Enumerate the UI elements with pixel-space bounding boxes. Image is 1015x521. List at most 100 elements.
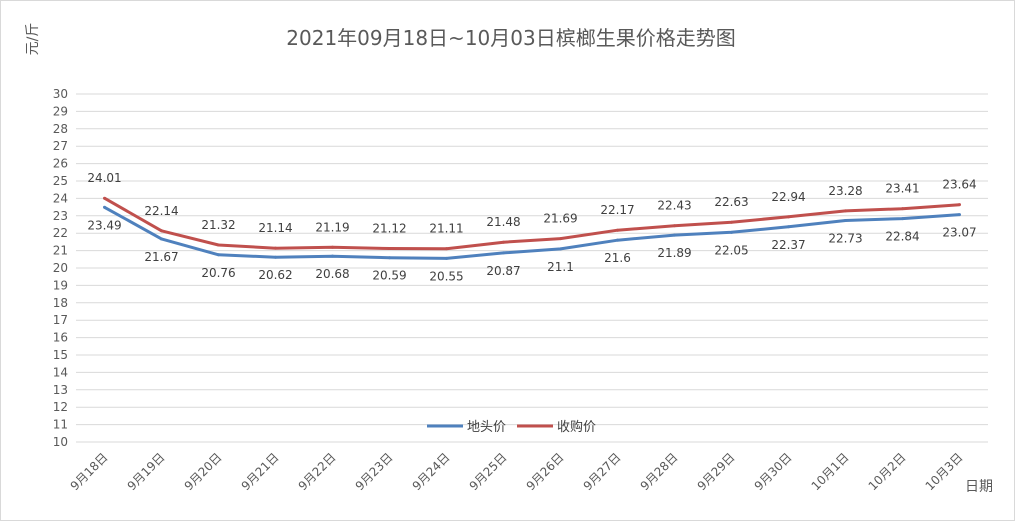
x-tick-label: 9月28日 xyxy=(638,450,681,493)
data-label: 20.59 xyxy=(372,269,406,283)
legend-label: 收购价 xyxy=(557,419,596,435)
data-label: 22.84 xyxy=(885,230,919,244)
x-tick-label: 9月22日 xyxy=(296,450,339,493)
data-point xyxy=(673,233,676,237)
y-tick-label: 25 xyxy=(53,174,68,188)
data-label: 21.89 xyxy=(657,246,691,260)
x-tick-label: 9月29日 xyxy=(695,450,738,493)
data-point xyxy=(559,247,562,251)
data-label: 24.01 xyxy=(87,171,121,185)
data-point xyxy=(958,203,961,207)
y-tick-label: 20 xyxy=(53,261,68,275)
data-label: 22.37 xyxy=(771,238,805,252)
x-tick-label: 10月2日 xyxy=(866,450,909,493)
data-point xyxy=(160,237,163,241)
data-point xyxy=(445,247,448,251)
data-label: 21.12 xyxy=(372,222,406,236)
y-tick-label: 21 xyxy=(53,244,68,258)
data-labels: 23.49 21.67 20.76 20.62 20.68 20.59 20.55 20.87… xyxy=(87,171,976,283)
data-point xyxy=(901,217,904,221)
data-label: 22.63 xyxy=(714,195,748,209)
gridlines xyxy=(76,93,988,443)
y-tick-label: 14 xyxy=(53,365,68,379)
data-point xyxy=(388,256,391,260)
x-tick-label: 9月24日 xyxy=(410,450,453,493)
data-point xyxy=(901,207,904,211)
data-point xyxy=(103,196,106,200)
data-label: 21.19 xyxy=(315,220,349,234)
data-point xyxy=(559,237,562,241)
data-point xyxy=(217,253,220,257)
y-tick-label: 24 xyxy=(53,191,68,205)
chart-title: 2021年09月18日~10月03日槟榔生果价格走势图 xyxy=(286,26,735,50)
y-tick-label: 12 xyxy=(53,400,68,414)
x-tick-label: 9月25日 xyxy=(467,450,510,493)
data-label: 20.62 xyxy=(258,268,292,282)
data-point xyxy=(673,224,676,228)
x-axis-ticks: 9月18日 9月19日 9月20日 9月21日 9月22日 9月23日 9月24日 9月25日… xyxy=(68,450,966,493)
data-point xyxy=(274,255,277,259)
x-axis-label: 日期 xyxy=(965,479,993,495)
legend: 地头价 收购价 xyxy=(427,419,596,435)
x-tick-label: 9月18日 xyxy=(68,450,111,493)
data-label: 22.17 xyxy=(600,203,634,217)
data-point xyxy=(616,228,619,232)
data-label: 23.07 xyxy=(942,226,976,240)
data-point xyxy=(388,247,391,251)
x-tick-label: 9月19日 xyxy=(125,450,168,493)
series-line xyxy=(103,196,960,251)
data-point xyxy=(331,245,334,249)
data-label: 23.41 xyxy=(885,182,919,196)
data-label: 21.1 xyxy=(547,260,574,274)
data-point xyxy=(616,238,619,242)
data-label: 21.11 xyxy=(429,222,463,236)
data-label: 22.14 xyxy=(144,204,178,218)
y-tick-label: 15 xyxy=(53,348,68,362)
data-point xyxy=(331,254,334,258)
data-label: 21.14 xyxy=(258,221,292,235)
y-tick-label: 10 xyxy=(53,435,68,449)
y-axis-unit-label: 元/斤 xyxy=(25,23,41,56)
series-lines xyxy=(103,196,961,260)
y-tick-label: 26 xyxy=(53,157,68,171)
x-tick-label: 9月23日 xyxy=(353,450,396,493)
x-tick-label: 10月3日 xyxy=(923,450,966,493)
x-tick-label: 10月1日 xyxy=(809,450,852,493)
data-label: 21.32 xyxy=(201,218,235,232)
data-label: 23.28 xyxy=(828,184,862,198)
data-point xyxy=(103,205,106,209)
data-label: 22.43 xyxy=(657,199,691,213)
data-point xyxy=(160,229,163,233)
data-label: 22.05 xyxy=(714,243,748,257)
y-tick-label: 17 xyxy=(53,313,68,327)
data-point xyxy=(958,213,961,217)
data-label: 21.67 xyxy=(144,250,178,264)
data-label: 20.55 xyxy=(429,269,463,283)
data-label: 23.64 xyxy=(942,178,976,192)
data-point xyxy=(844,209,847,213)
x-tick-label: 9月21日 xyxy=(239,450,282,493)
data-point xyxy=(787,215,790,219)
x-tick-label: 9月27日 xyxy=(581,450,624,493)
y-tick-label: 23 xyxy=(53,209,68,223)
data-point xyxy=(730,230,733,234)
y-tick-label: 22 xyxy=(53,226,68,240)
y-tick-label: 28 xyxy=(53,122,68,136)
data-label: 20.68 xyxy=(315,267,349,281)
y-tick-label: 27 xyxy=(53,139,68,153)
legend-label: 地头价 xyxy=(467,420,506,435)
series-line xyxy=(103,205,960,260)
data-point xyxy=(502,251,505,255)
y-tick-label: 18 xyxy=(53,296,68,310)
data-point xyxy=(730,220,733,224)
data-point xyxy=(502,240,505,244)
y-tick-label: 11 xyxy=(53,418,68,432)
data-point xyxy=(445,256,448,260)
y-tick-label: 16 xyxy=(53,331,68,345)
data-point xyxy=(844,218,847,222)
data-point xyxy=(787,225,790,229)
y-tick-label: 13 xyxy=(53,383,68,397)
x-tick-label: 9月30日 xyxy=(752,450,795,493)
